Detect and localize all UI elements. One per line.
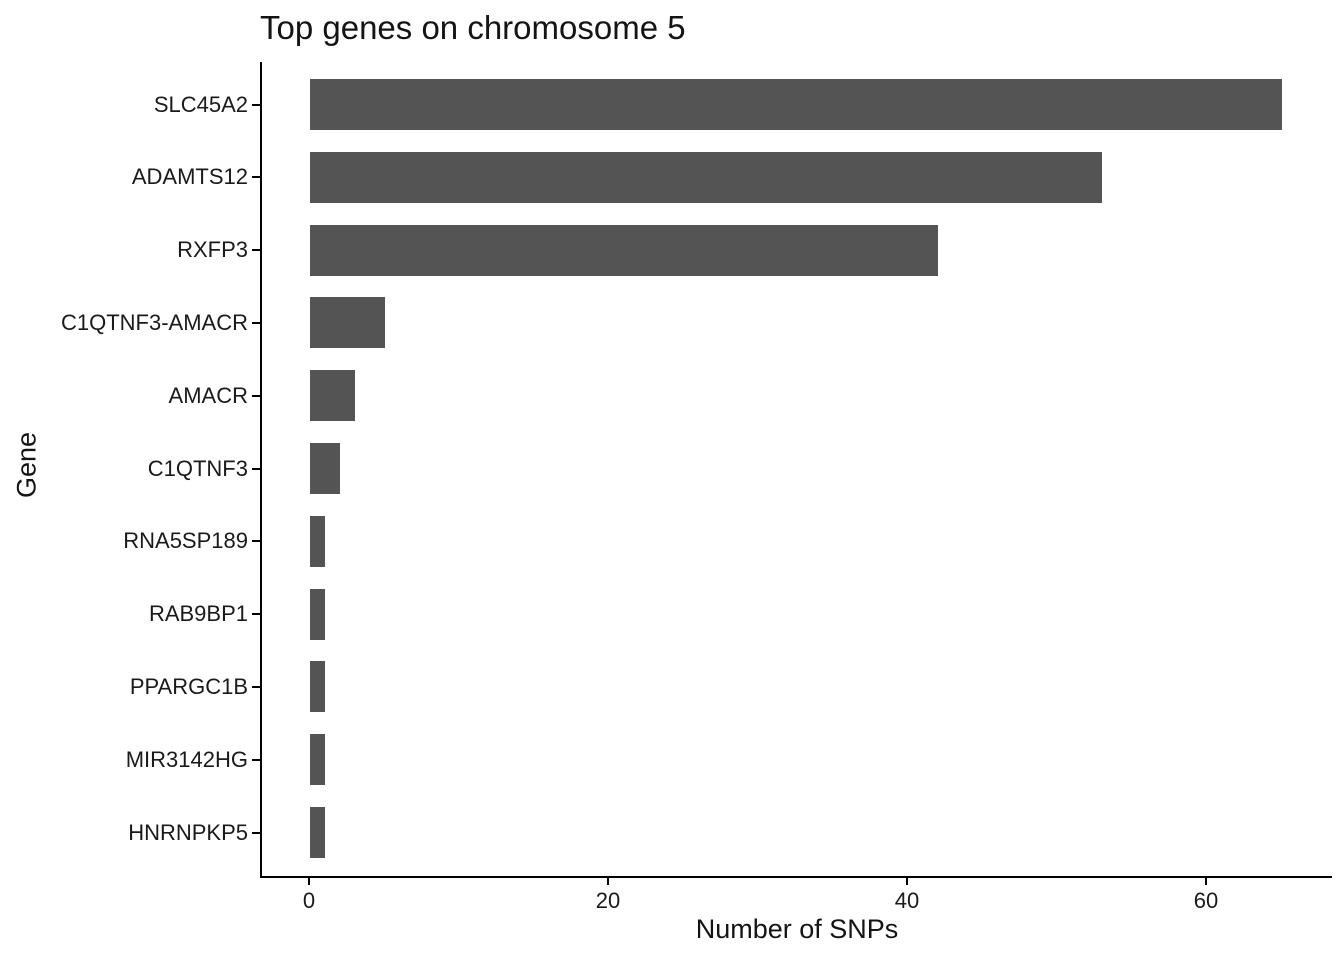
y-tick-label: MIR3142HG <box>125 746 248 772</box>
bar-RAB9BP1 <box>310 588 325 640</box>
bar-RXFP3 <box>310 224 938 276</box>
y-tick-label: RAB9BP1 <box>148 601 248 627</box>
y-tick-label: ADAMTS12 <box>131 164 248 190</box>
x-tick <box>308 878 310 885</box>
bar-RNA5SP189 <box>310 515 325 567</box>
y-tick-label: C1QTNF3-AMACR <box>60 309 248 335</box>
y-tick <box>252 321 260 324</box>
y-tick-label: C1QTNF3 <box>147 455 248 481</box>
x-tick-label: 20 <box>595 888 621 913</box>
y-tick <box>252 540 260 543</box>
x-tick-label: 40 <box>894 888 920 913</box>
x-tick-label: 0 <box>302 888 316 913</box>
bar-C1QTNF3-AMACR <box>310 297 385 349</box>
x-tick-label: 60 <box>1193 888 1219 913</box>
y-tick-label: PPARGC1B <box>129 673 248 699</box>
y-tick-label: AMACR <box>168 382 248 408</box>
bar-PPARGC1B <box>310 661 325 713</box>
x-axis-line <box>260 876 1332 878</box>
y-tick <box>252 758 260 761</box>
y-tick-label: RNA5SP189 <box>123 528 248 554</box>
y-axis-line <box>260 62 262 878</box>
bar-SLC45A2 <box>310 79 1282 130</box>
bar-C1QTNF3 <box>310 443 340 494</box>
x-tick <box>906 878 908 885</box>
y-tick <box>252 103 260 106</box>
bar-MIR3142HG <box>310 734 325 786</box>
y-tick-label: RXFP3 <box>177 237 248 263</box>
y-tick <box>252 249 260 252</box>
y-tick-label: HNRNPKP5 <box>128 819 248 845</box>
x-axis-title: Number of SNPs <box>695 914 899 944</box>
y-tick <box>252 394 260 397</box>
y-tick <box>252 467 260 470</box>
chart-title: Top genes on chromosome 5 <box>260 9 686 46</box>
x-tick <box>607 878 609 885</box>
bar-AMACR <box>310 370 355 422</box>
y-tick <box>252 613 260 616</box>
x-tick <box>1205 878 1207 885</box>
bar-ADAMTS12 <box>310 151 1103 203</box>
y-tick <box>252 176 260 179</box>
bar-HNRNPKP5 <box>310 807 325 858</box>
y-tick-label: SLC45A2 <box>153 91 248 117</box>
y-tick <box>252 685 260 688</box>
y-tick <box>252 831 260 834</box>
